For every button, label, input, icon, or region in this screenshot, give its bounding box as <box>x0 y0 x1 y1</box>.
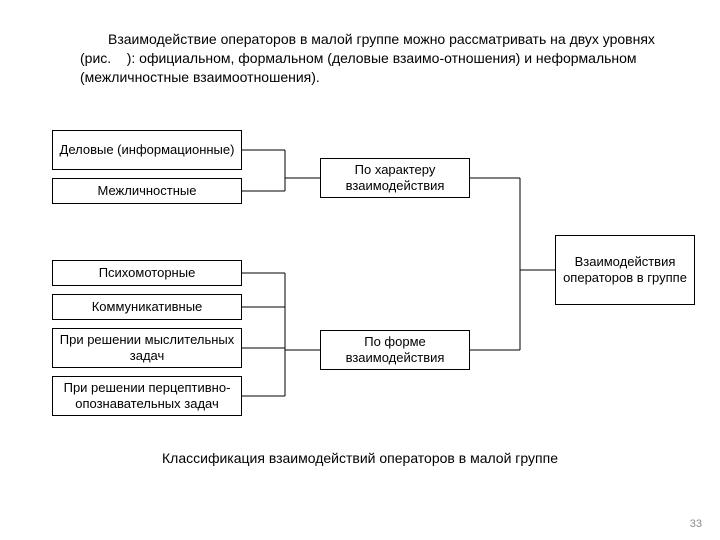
box-leaf-thinking: При решении мыслительных задач <box>52 328 242 368</box>
box-category-form: По форме взаимодействия <box>320 330 470 370</box>
box-root: Взаимодействия операторов в группе <box>555 235 695 305</box>
box-leaf-psychomotor-label: Психомоторные <box>99 265 196 281</box>
intro-paragraph-text: Взаимодействие операторов в малой группе… <box>80 31 655 85</box>
box-leaf-communicative-label: Коммуникативные <box>92 299 203 315</box>
diagram-caption-text: Классификация взаимодействий операторов … <box>162 450 558 466</box>
box-leaf-perceptual: При решении перцептивно-опознавательных … <box>52 376 242 416</box>
page-number-text: 33 <box>690 518 702 530</box>
box-category-character: По характеру взаимодействия <box>320 158 470 198</box>
box-category-character-label: По характеру взаимодействия <box>325 162 465 193</box>
box-leaf-business: Деловые (информационные) <box>52 130 242 170</box>
box-leaf-business-label: Деловые (информационные) <box>60 142 235 158</box>
box-leaf-psychomotor: Психомоторные <box>52 260 242 286</box>
page-number: 33 <box>690 518 702 530</box>
box-leaf-perceptual-label: При решении перцептивно-опознавательных … <box>57 380 237 411</box>
intro-paragraph: Взаимодействие операторов в малой группе… <box>80 30 660 87</box>
box-leaf-communicative: Коммуникативные <box>52 294 242 320</box>
box-category-form-label: По форме взаимодействия <box>325 334 465 365</box>
box-leaf-interpersonal-label: Межличностные <box>98 183 197 199</box>
diagram-caption: Классификация взаимодействий операторов … <box>0 450 720 466</box>
box-leaf-thinking-label: При решении мыслительных задач <box>57 332 237 363</box>
box-leaf-interpersonal: Межличностные <box>52 178 242 204</box>
box-root-label: Взаимодействия операторов в группе <box>560 254 690 285</box>
